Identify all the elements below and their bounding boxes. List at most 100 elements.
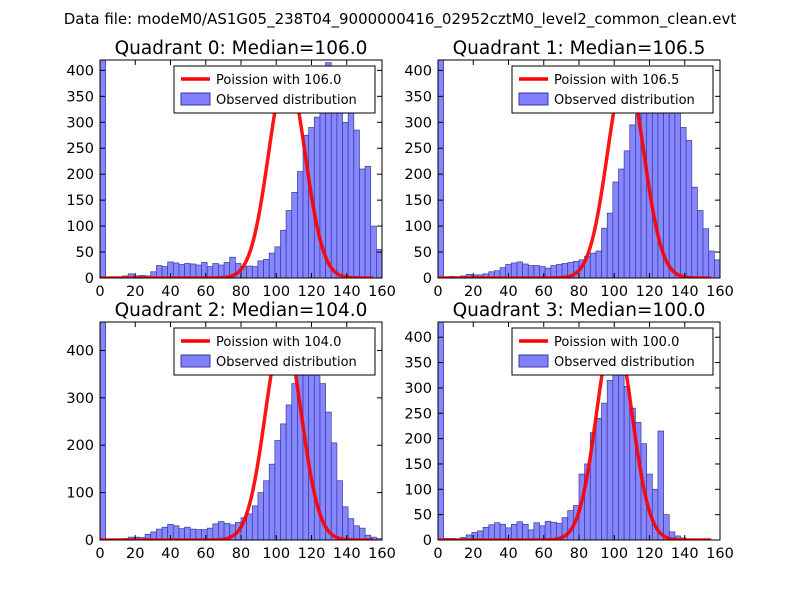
histogram-bar [399, 273, 405, 278]
y-tick-label: 200 [404, 432, 432, 448]
histogram-bar [601, 227, 608, 278]
legend-label-observed: Observed distribution [554, 355, 695, 370]
x-tick-label: 0 [95, 546, 104, 562]
y-tick-label: 250 [404, 141, 432, 157]
histogram-bar [691, 186, 698, 278]
histogram-bar [376, 249, 382, 278]
x-tick-label: 160 [368, 284, 396, 300]
histogram-bar [268, 463, 276, 540]
y-tick-label: 400 [404, 63, 432, 79]
histogram-bar [347, 518, 355, 540]
y-tick-label: 200 [66, 167, 94, 183]
y-tick-label: 50 [76, 245, 94, 261]
histogram-bar [347, 98, 355, 278]
histogram-bar [612, 364, 619, 540]
y-tick-label: 250 [404, 406, 432, 422]
histogram-bar [697, 210, 704, 278]
y-tick-label: 0 [423, 533, 432, 549]
histogram-bar [100, 60, 106, 278]
histogram-bar [595, 417, 602, 540]
x-tick-label: 40 [161, 546, 179, 562]
histogram-bar [595, 250, 602, 278]
y-tick-label: 100 [66, 219, 94, 235]
histogram-bar [410, 275, 416, 278]
histogram-bar [353, 129, 360, 278]
legend-bar-swatch [180, 92, 211, 106]
legend-bar-swatch [180, 354, 211, 368]
y-tick-label: 150 [404, 457, 432, 473]
histogram-bar [516, 261, 523, 278]
y-tick-label: 100 [404, 219, 432, 235]
y-tick-label: 400 [66, 343, 94, 359]
histogram-bar [246, 513, 253, 540]
histogram-bar [280, 423, 287, 540]
panel-2: 0 20 40 60 80 100 120 140 160 0 100 200 300 400 Quadra… [66, 300, 396, 562]
histogram-bar [184, 263, 191, 278]
x-tick-label: 20 [126, 284, 144, 300]
plot-area [100, 322, 382, 540]
panel-0: 0 20 40 60 80 100 120 140 160 0 50 100 150 200 250 300 3… [66, 38, 422, 300]
histogram-bar [359, 168, 366, 278]
x-tick-label: 20 [464, 546, 482, 562]
y-tick-label: 300 [404, 115, 432, 131]
legend: Poission with 104.0 Observed distribution [173, 327, 376, 376]
x-tick-label: 40 [499, 284, 517, 300]
histogram-bar [251, 505, 259, 540]
histogram-bar [336, 111, 343, 278]
legend: Poission with 100.0 Observed distribution [511, 327, 714, 376]
histogram-bar [297, 171, 304, 278]
y-tick-label: 150 [66, 193, 94, 209]
histogram-bar [156, 265, 163, 278]
histogram-bar [482, 526, 490, 540]
histogram-bar [381, 251, 382, 278]
legend-label-observed: Observed distribution [216, 355, 357, 370]
histogram-bar [416, 276, 422, 278]
y-tick-label: 0 [85, 533, 94, 549]
x-tick-label: 120 [636, 546, 664, 562]
histogram-bar [527, 265, 535, 278]
poisson-curve [100, 329, 375, 540]
x-tick-label: 140 [671, 284, 699, 300]
histogram-bar [714, 259, 720, 278]
histogram-bar [708, 250, 715, 278]
legend-label-poisson: Poission with 104.0 [216, 335, 341, 350]
histogram-bar [438, 60, 444, 278]
panel-title: Quadrant 1: Median=106.5 [453, 38, 706, 59]
x-tick-label: 100 [262, 546, 290, 562]
histogram-bar [353, 525, 360, 540]
x-tick-label: 160 [706, 546, 734, 562]
histogram-bar [359, 527, 366, 540]
histogram-bar [651, 488, 659, 540]
histogram-bar [405, 274, 411, 278]
histogram-bar [393, 270, 399, 278]
histogram-bar [218, 521, 225, 540]
histogram-bar [342, 506, 349, 540]
histogram-bar [685, 140, 693, 278]
histogram-bar [544, 520, 552, 540]
histogram-bar [172, 525, 180, 540]
y-tick-label: 400 [404, 330, 432, 346]
panel-title: Quadrant 3: Median=100.0 [453, 300, 706, 321]
histogram-bar [726, 272, 732, 278]
y-tick-label: 400 [66, 63, 94, 79]
histogram-bar [737, 275, 743, 278]
histogram-bar [719, 266, 720, 278]
histogram-bar [589, 252, 597, 278]
histogram-bar [212, 263, 219, 278]
poisson-curve [438, 69, 713, 278]
x-tick-label: 120 [636, 284, 664, 300]
histogram-bar [629, 124, 636, 278]
legend-bar-swatch [518, 354, 549, 368]
x-tick-label: 0 [95, 284, 104, 300]
histogram-bar [533, 265, 540, 278]
panel-title: Quadrant 2: Median=104.0 [115, 300, 368, 321]
histogram-bar [743, 277, 749, 278]
x-tick-label: 60 [197, 284, 215, 300]
panel-1: 0 20 40 60 80 100 120 140 160 0 50 100 150 200 250 300 3… [404, 38, 749, 300]
y-tick-label: 200 [404, 167, 432, 183]
histogram-bar [325, 411, 332, 540]
x-tick-label: 0 [433, 284, 442, 300]
histogram-bar [510, 262, 518, 278]
y-tick-label: 300 [66, 391, 94, 407]
